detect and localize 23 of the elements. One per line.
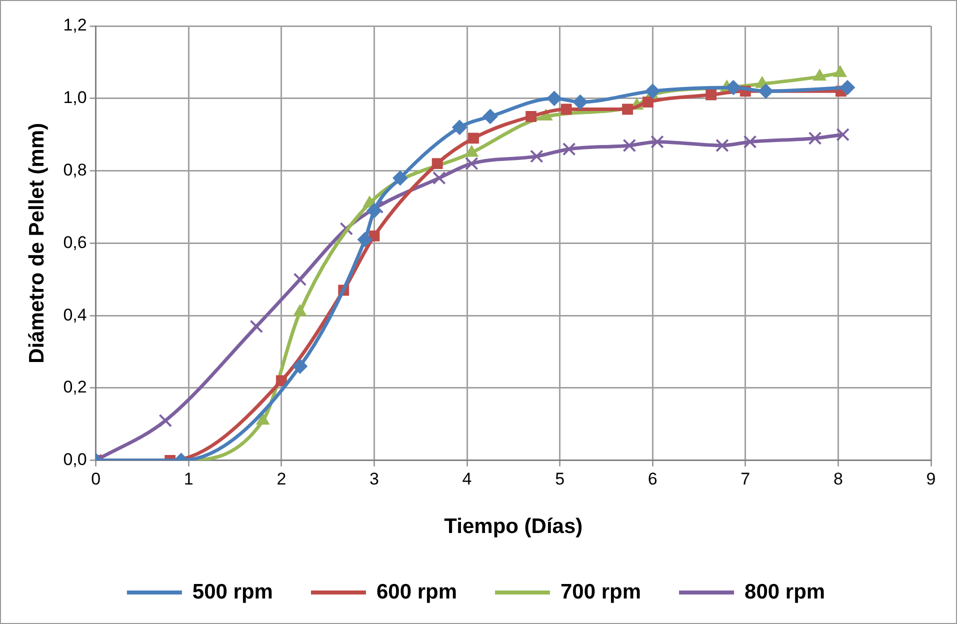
x-tick-label: 9	[926, 469, 936, 488]
y-tick-label: 0,8	[63, 160, 87, 180]
x-tick-label: 5	[555, 469, 565, 488]
x-tick-label: 4	[462, 469, 472, 488]
legend-label: 700 rpm	[560, 580, 642, 604]
x-tick-label: 3	[369, 469, 379, 488]
x-tick-label: 8	[833, 469, 843, 488]
y-tick-label: 1,2	[63, 16, 87, 35]
y-tick-label: 0,4	[63, 305, 87, 324]
x-tick-label: 7	[740, 469, 750, 488]
y-tick-label: 0,2	[63, 378, 87, 397]
x-tick-label: 2	[276, 469, 286, 488]
x-tick-label: 0	[91, 469, 101, 488]
y-tick-label: 0,6	[63, 232, 87, 252]
y-tick-label: 0,0	[63, 450, 87, 470]
legend-label: 600 rpm	[376, 580, 457, 604]
y-tick-label: 1,0	[63, 88, 87, 108]
legend-label: 800 rpm	[744, 580, 826, 604]
x-tick-label: 1	[184, 469, 194, 488]
x-tick-label: 6	[648, 469, 658, 488]
legend-label: 500 rpm	[192, 580, 273, 604]
x-axis-title: Tiempo (Días)	[444, 515, 583, 538]
y-axis-title: Diámetro de Pellet (mm)	[25, 122, 48, 364]
